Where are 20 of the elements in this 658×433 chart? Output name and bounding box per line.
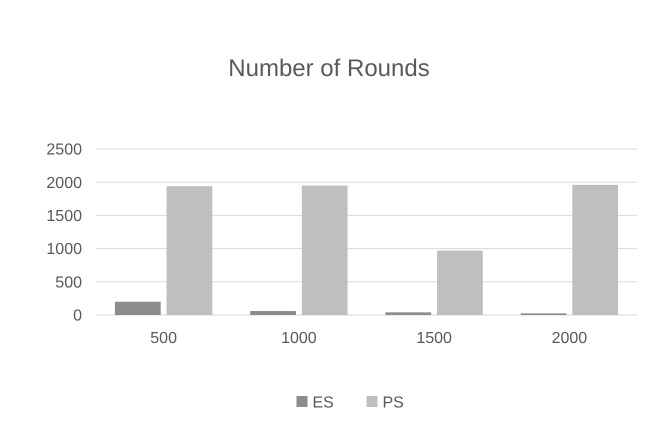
- bar: [114, 302, 161, 315]
- y-tick-label: 1000: [46, 241, 82, 258]
- bar: [166, 186, 212, 315]
- legend-label: PS: [382, 394, 404, 412]
- legend-label: ES: [312, 394, 334, 412]
- x-tick-label: 1500: [416, 330, 452, 347]
- bar: [250, 311, 296, 315]
- y-tick-label: 500: [55, 274, 82, 292]
- x-tick-label: 500: [150, 330, 178, 347]
- y-tick-label: 2000: [46, 174, 82, 192]
- x-tick-label: 2000: [552, 330, 588, 347]
- chart-title: Number of Rounds: [228, 55, 430, 82]
- y-tick-label: 1500: [46, 208, 82, 225]
- y-tick-label: 0: [73, 308, 82, 325]
- bar: [385, 312, 432, 315]
- x-tick-label: 1000: [281, 330, 317, 347]
- bar: [437, 250, 483, 315]
- bar: [572, 184, 618, 315]
- bar: [302, 186, 348, 315]
- y-tick-label: 2500: [46, 142, 82, 159]
